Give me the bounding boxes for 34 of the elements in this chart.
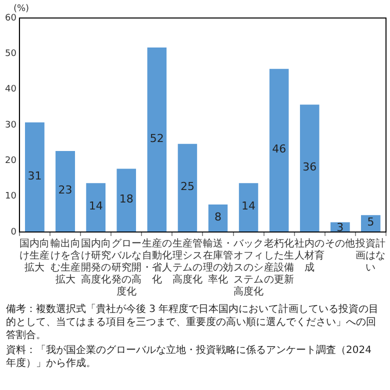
data-label: 31 — [28, 169, 42, 182]
x-tick-label: 国内向け生産拡大 — [20, 238, 50, 274]
x-tick-label: 社内の人材育成 — [294, 238, 325, 274]
y-tick-label: 10 — [5, 192, 17, 202]
y-tick-label: 20 — [5, 156, 17, 166]
x-tick-label: 国内向け研究開発の高度化 — [80, 238, 111, 286]
y-axis-title: (%) — [13, 4, 30, 14]
data-label: 3 — [336, 221, 344, 234]
text: 資料：「我が国企業のグローバルな立地・投資戦略に係るアンケート調査（2024 年度）」から作成。 — [6, 344, 372, 370]
data-label: 5 — [367, 216, 374, 229]
data-label: 14 — [242, 200, 256, 213]
data-label: 36 — [302, 160, 317, 174]
data-label: 8 — [214, 210, 222, 224]
x-tick-label: 輸送・在庫管理の効率化 — [203, 238, 233, 286]
x-tick-label: その他 — [325, 238, 356, 250]
x-tick-label: 老朽化した生産設備の更新 — [264, 238, 294, 286]
data-label: 14 — [88, 200, 103, 213]
y-tick-label: 40 — [5, 84, 17, 95]
data-label: 52 — [150, 132, 164, 145]
data-label: 25 — [180, 180, 194, 194]
text: 備考：複数選択式「貴社が今後 3 年程度で日本国内において計画している投資の目的として、当てはまる項目を三つまで、重要度の高い順に選んでください」への回答割合。 — [6, 303, 380, 342]
data-label: 46 — [272, 142, 286, 156]
x-tick-label: 輸出向けを含む生産拡大 — [50, 238, 80, 286]
x-tick-label: グローバルな研究開発の高度化 — [110, 238, 142, 298]
y-tick-label: 60 — [5, 13, 17, 24]
y-tick-label: 50 — [5, 49, 17, 60]
y-tick-label: 30 — [5, 120, 17, 130]
data-label: 23 — [58, 184, 72, 197]
x-tick-label: バックオフィスのシステム高度化 — [232, 238, 264, 298]
data-label: 18 — [119, 192, 134, 206]
x-tick-label: 投資計画はない — [354, 238, 386, 274]
x-tick-label: 生産の自動化・省人化 — [142, 238, 172, 286]
x-tick-label: 生産管理システムの高度化 — [172, 238, 202, 286]
y-tick-label: 0 — [10, 227, 17, 238]
